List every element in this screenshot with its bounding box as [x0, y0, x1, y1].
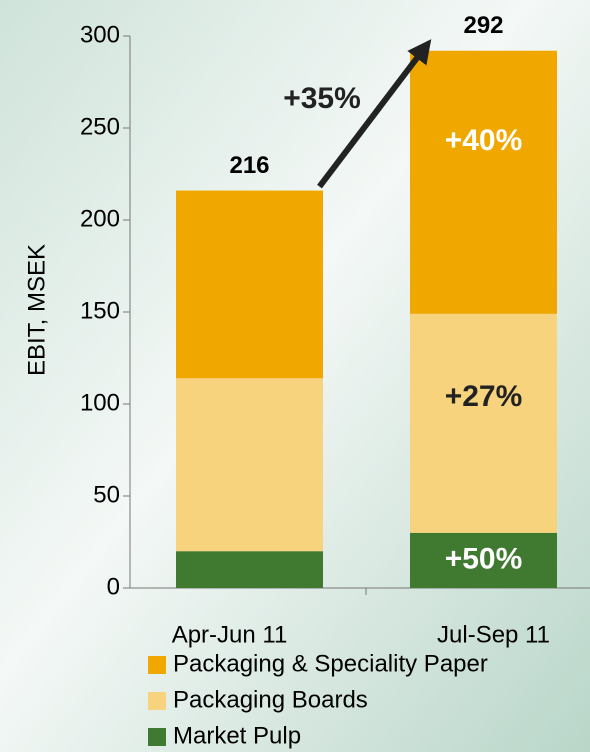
- annotation: +40%: [445, 124, 523, 157]
- total-label: 292: [463, 12, 503, 39]
- bar-segment: [176, 378, 323, 552]
- y-tick-label: 150: [80, 297, 120, 324]
- bar-segment: [410, 50, 557, 314]
- y-axis-label: EBIT, MSEK: [23, 244, 50, 376]
- annotation: +27%: [445, 380, 523, 413]
- x-tick-label: Jul-Sep 11: [437, 621, 550, 648]
- legend-label: Market Pulp: [173, 722, 301, 749]
- legend-swatch: [148, 692, 166, 710]
- y-tick-label: 300: [80, 21, 120, 48]
- bar-segment: [176, 190, 323, 379]
- x-tick-label: Apr-Jun 11: [172, 621, 288, 648]
- legend-swatch: [148, 728, 166, 746]
- total-label: 216: [229, 152, 269, 179]
- annotation: +50%: [445, 542, 523, 575]
- legend-label: Packaging Boards: [173, 686, 368, 713]
- y-tick-label: 250: [80, 113, 120, 140]
- y-tick-label: 200: [80, 205, 120, 232]
- legend-label: Packaging & Speciality Paper: [173, 650, 488, 677]
- growth-arrow: [317, 39, 432, 189]
- bar-segment: [176, 551, 323, 588]
- bar-segment: [410, 313, 557, 533]
- annotation: +35%: [283, 82, 361, 115]
- y-tick-label: 100: [80, 389, 120, 416]
- y-tick-label: 50: [93, 481, 120, 508]
- y-tick-label: 0: [107, 573, 120, 600]
- bar-segment: [410, 532, 557, 588]
- legend-swatch: [148, 656, 166, 674]
